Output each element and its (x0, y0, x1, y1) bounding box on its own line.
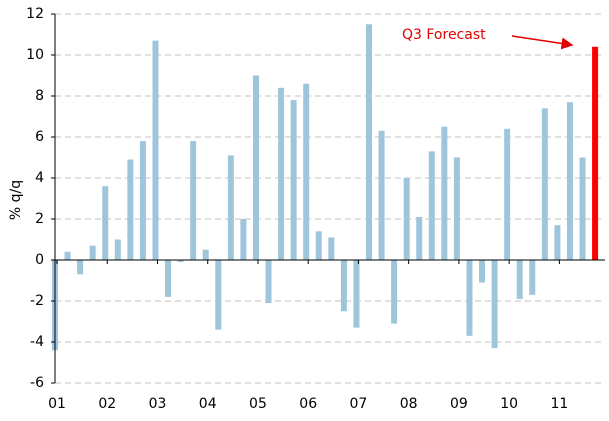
bar (504, 128, 511, 260)
bar (479, 260, 486, 283)
bar (579, 157, 586, 260)
bar (240, 219, 247, 260)
bar (416, 216, 423, 260)
x-tick-label: 08 (400, 396, 418, 412)
bar (303, 83, 310, 260)
y-tick-label: 8 (35, 88, 44, 104)
x-tick-label: 02 (98, 396, 116, 412)
y-tick-label: -2 (30, 293, 44, 309)
y-tick-label: 4 (35, 170, 44, 186)
bar (366, 24, 372, 260)
x-tick-label: 01 (48, 396, 66, 412)
bar (491, 260, 498, 349)
y-tick-label: 12 (26, 6, 44, 22)
bar (152, 40, 159, 261)
bar (529, 260, 536, 295)
x-tick-label: 03 (149, 396, 167, 412)
bar (139, 141, 146, 260)
y-tick-label: 10 (26, 47, 44, 63)
bar (202, 249, 209, 260)
bar (215, 260, 222, 330)
annotation-arrow (511, 35, 574, 50)
bar (428, 151, 435, 260)
x-tick-label: 11 (550, 396, 568, 412)
bar (541, 108, 548, 260)
x-tick-label: 10 (500, 396, 518, 412)
y-axis-label: % q/q (8, 180, 24, 220)
bar (64, 251, 71, 260)
bar (328, 237, 335, 260)
bar (190, 141, 197, 260)
x-tick-label: 05 (249, 396, 267, 412)
bar (165, 260, 172, 297)
bar (315, 231, 322, 260)
x-tick-label: 06 (299, 396, 317, 412)
bar (102, 186, 109, 260)
x-tick-label: 07 (350, 396, 368, 412)
bar (441, 126, 448, 260)
bar (177, 260, 184, 263)
bar (554, 225, 561, 260)
bar (114, 239, 121, 260)
bar (566, 102, 573, 261)
bar (516, 260, 523, 299)
bar (391, 260, 398, 324)
bar (89, 245, 96, 260)
bar (592, 46, 599, 260)
y-tick-label: 2 (35, 211, 44, 227)
bar (252, 75, 259, 260)
bar (403, 178, 410, 260)
y-tick-label: 0 (35, 252, 44, 268)
y-tick-label: -4 (30, 334, 44, 350)
bar (453, 157, 460, 260)
bar (290, 100, 297, 260)
x-tick-label: 09 (450, 396, 468, 412)
y-tick-label: 6 (35, 129, 44, 145)
bar (278, 87, 285, 260)
x-tick-label: 04 (199, 396, 217, 412)
bar (227, 155, 234, 260)
annotation: Q3 Forecast (402, 27, 486, 43)
bar (127, 159, 134, 260)
bar (353, 260, 360, 328)
bar (378, 130, 385, 260)
y-tick-label: -6 (30, 375, 44, 391)
bar (265, 260, 272, 304)
bar (77, 260, 84, 275)
bar (466, 260, 473, 336)
bar (340, 260, 347, 312)
